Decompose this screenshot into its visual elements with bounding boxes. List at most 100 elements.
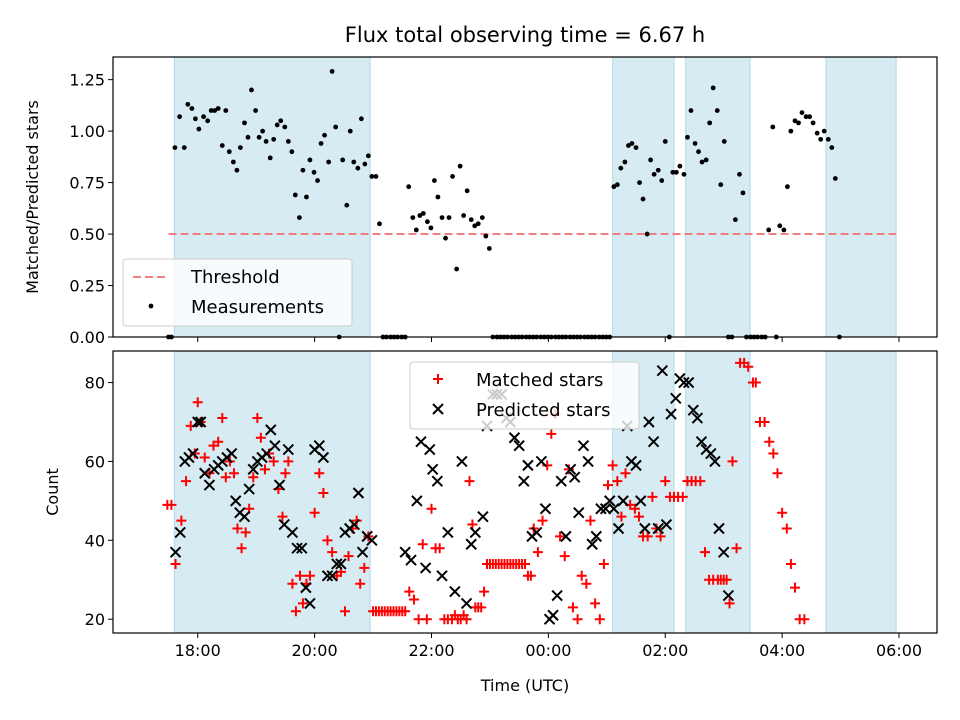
predicted-star-point (331, 558, 343, 570)
bottom-panel: 20 40 60 80 18:00 20:00 22:00 00:00 02:00 04:00 06… (85, 350, 938, 660)
measurement-point (710, 85, 716, 91)
matched-star-point (721, 574, 732, 585)
predicted-star-point (555, 475, 567, 487)
measurement-point (237, 145, 243, 150)
measurement-point (766, 227, 772, 233)
measurement-point (425, 219, 430, 225)
matched-star-point (236, 543, 247, 554)
x-tick-label: 18:00 (175, 641, 221, 660)
measurement-point (256, 134, 262, 140)
measurement-point (788, 128, 794, 134)
matched-star-point (192, 397, 203, 408)
matched-star-point (277, 511, 288, 522)
matched-star-point (426, 503, 437, 514)
matched-star-point (400, 606, 411, 617)
matched-star-point (232, 523, 243, 534)
measurement-point (670, 169, 676, 175)
y-tick-label: 0.50 (69, 225, 105, 244)
measurement-point (428, 225, 434, 231)
predicted-star-point (456, 455, 468, 468)
matched-star-point (542, 460, 553, 471)
predicted-star-point (424, 443, 436, 456)
predicted-star-point (203, 479, 216, 491)
y-tick-label: 0.00 (69, 328, 105, 347)
matched-star-point (268, 456, 279, 467)
predicted-star-point (678, 376, 690, 389)
predicted-star-point (535, 455, 548, 468)
matched-star-point (318, 487, 329, 498)
legend-box (122, 258, 353, 327)
y-tick-label: 20 (85, 610, 105, 629)
matched-star-point (598, 558, 609, 569)
legend-measurements-swatch (148, 303, 154, 309)
measurement-point (329, 69, 335, 74)
measurement-point (185, 101, 191, 107)
predicted-star-point (612, 522, 625, 535)
predicted-star-point (652, 522, 664, 535)
matched-star-point (590, 598, 601, 609)
measurement-point (703, 157, 709, 163)
measurement-point (234, 167, 240, 173)
measurement-point (486, 246, 492, 251)
measurement-point (770, 124, 776, 130)
matched-star-point (607, 460, 618, 471)
bottom-y-axis-label: Count (43, 468, 62, 516)
matched-star-point (220, 472, 231, 483)
measurement-point (732, 217, 738, 223)
predicted-star-point (695, 436, 708, 448)
matched-star-point (699, 547, 710, 558)
matched-star-point (255, 432, 266, 443)
predicted-star-point (247, 463, 259, 476)
matched-star-point (166, 499, 177, 510)
matched-star-point (287, 578, 298, 589)
measurement-point (351, 159, 357, 165)
matched-star-point (176, 515, 187, 526)
measurement-point (611, 184, 617, 190)
y-tick-label: 0.75 (69, 174, 105, 193)
predicted-star-point (291, 542, 303, 554)
matched-star-point (464, 476, 475, 487)
matched-star-point (563, 464, 574, 475)
matched-star-point (567, 602, 578, 613)
measurement-point (799, 110, 805, 115)
measurement-point (417, 213, 423, 218)
predicted-star-point (273, 479, 286, 491)
predicted-star-point (442, 526, 454, 539)
y-tick-label: 1.00 (69, 122, 105, 141)
measurement-point (825, 136, 831, 142)
measurement-point (245, 134, 251, 140)
matched-star-point (576, 570, 587, 581)
matched-star-point (594, 614, 605, 625)
predicted-star-point (317, 451, 330, 464)
measurement-point (189, 106, 195, 111)
measurement-point (365, 153, 371, 159)
predicted-star-point (265, 424, 277, 436)
measurement-point (814, 130, 820, 136)
matched-star-point (314, 468, 325, 479)
measurement-point (648, 157, 654, 163)
measurement-point (655, 167, 661, 173)
predicted-star-point (426, 463, 439, 476)
predicted-star-point (225, 447, 238, 460)
predicted-star-point (187, 447, 199, 460)
matched-star-point (731, 543, 742, 554)
measurement-point (479, 215, 485, 220)
matched-star-point (777, 507, 788, 518)
measurement-point (292, 192, 298, 198)
matched-star-point (421, 614, 432, 625)
legend-predicted-label: Predicted stars (476, 400, 610, 421)
measurement-point (443, 235, 448, 241)
measurement-point (177, 114, 183, 120)
predicted-star-point (282, 443, 295, 456)
measurement-point (181, 145, 187, 150)
predicted-star-point (465, 538, 477, 550)
measurement-point (629, 141, 635, 146)
matched-star-point (252, 413, 263, 424)
measurement-point (172, 145, 178, 150)
matched-star-point (295, 570, 306, 581)
measurement-point (315, 178, 320, 183)
legend-matched-swatch (433, 374, 443, 384)
plot-frame (112, 350, 938, 634)
measurement-point (201, 114, 206, 120)
matched-star-point (417, 539, 428, 550)
